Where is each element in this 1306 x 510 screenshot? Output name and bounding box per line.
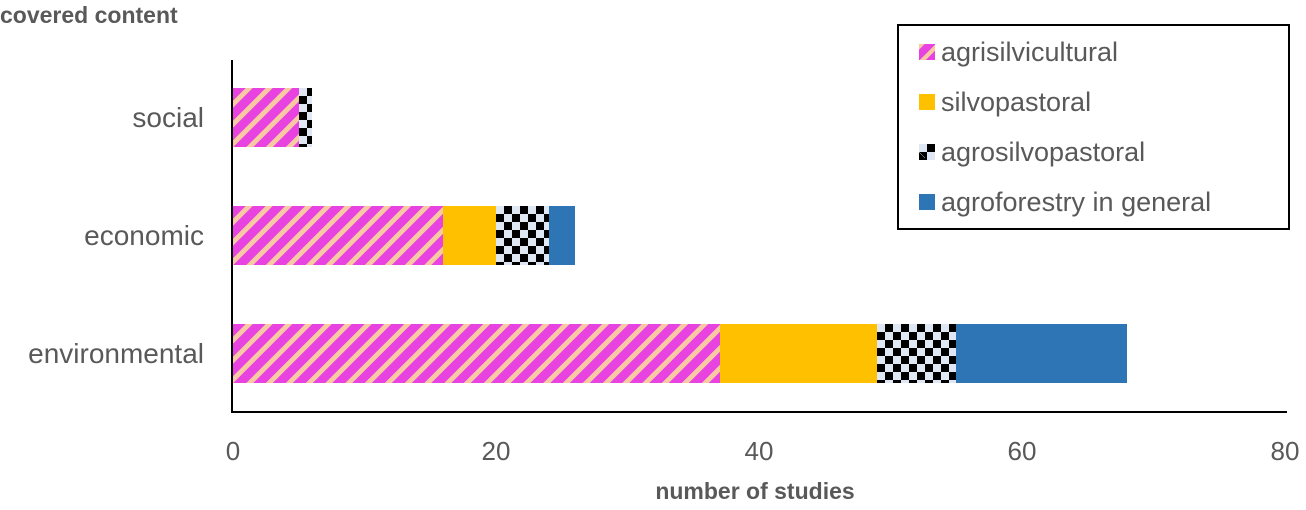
bar-segment-agrisilvicultural (233, 206, 444, 265)
legend-item-silvopastoral: silvopastoral (919, 82, 1091, 122)
x-tick-40: 40 (744, 436, 774, 466)
category-label-social: social (132, 102, 204, 133)
bar-segment-silvopastoral (719, 324, 878, 383)
x-tick-60: 60 (1007, 436, 1037, 466)
x-tick-0: 0 (225, 436, 241, 466)
legend-label: agrosilvopastoral (941, 136, 1146, 167)
y-axis-line (231, 60, 233, 413)
category-label-economic: economic (84, 220, 204, 251)
bar-segment-agrosilvopastoral (298, 88, 312, 147)
bar-economic (233, 206, 575, 265)
bar-environmental (233, 324, 1128, 383)
x-axis-title: number of studies (655, 478, 855, 504)
bar-segment-agrisilvicultural (233, 88, 299, 147)
legend-label: agrisilvicultural (941, 36, 1119, 67)
legend-swatch-checker-icon (919, 144, 935, 160)
legend-label: silvopastoral (941, 86, 1092, 117)
legend-item-agroforestry-general: agroforestry in general (919, 182, 1211, 222)
legend: agrisilvicultural silvopastoral agrosilv… (897, 24, 1290, 230)
bar-segment-agrosilvopastoral (877, 324, 957, 383)
legend-swatch-stripe-icon (919, 44, 935, 60)
legend-label: agroforestry in general (941, 186, 1212, 217)
legend-item-agrisilvicultural: agrisilvicultural (919, 32, 1118, 72)
bar-segment-agrosilvopastoral (495, 206, 549, 265)
legend-swatch-blue-icon (919, 194, 935, 210)
legend-item-agrosilvopastoral: agrosilvopastoral (919, 132, 1145, 172)
bar-segment-agroforestry-in-general (548, 206, 575, 265)
y-axis-title: covered content (0, 2, 178, 28)
bar-segment-silvopastoral (443, 206, 496, 265)
category-label-environmental: environmental (28, 338, 204, 369)
x-tick-20: 20 (481, 436, 511, 466)
legend-swatch-yellow-icon (919, 94, 935, 110)
x-tick-80: 80 (1270, 436, 1300, 466)
bar-social (233, 88, 312, 147)
bar-segment-agrisilvicultural (233, 324, 720, 383)
bar-segment-agroforestry-in-general (956, 324, 1128, 383)
x-axis-line (231, 411, 1287, 413)
